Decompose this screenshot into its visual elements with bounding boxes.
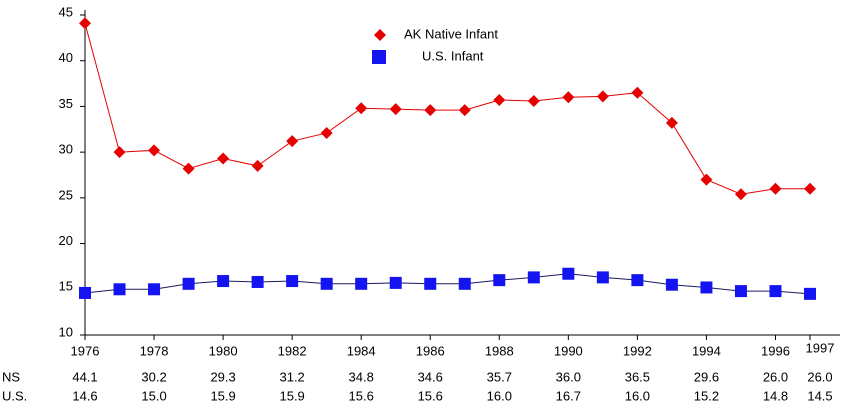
marker [734,285,747,298]
table-cell: 29.6 [694,369,719,384]
table-cell: 16.7 [556,388,581,403]
legend-marker [372,50,386,64]
marker [493,94,506,107]
marker [804,182,816,195]
legend-label: U.S. Infant [422,48,484,63]
x-tick-label: 1978 [140,343,169,358]
table-cell: 15.2 [694,388,719,403]
table-cell: 31.2 [279,369,304,384]
marker [148,283,161,296]
marker [631,274,644,287]
table-cell: 15.6 [418,388,443,403]
table-cell: 15.6 [349,388,374,403]
marker [320,126,333,139]
table-cell: 34.8 [349,369,374,384]
marker [355,277,368,290]
x-tick-label: 1980 [209,343,238,358]
marker [527,271,540,284]
marker [493,274,506,287]
x-tick-label: 1990 [554,343,583,358]
table-cell: 15.0 [141,388,166,403]
legend-marker [374,29,386,41]
table-cell: 14.5 [807,388,832,403]
series-line [84,23,810,195]
x-tick-label: 1982 [278,343,307,358]
x-tick-label: 1992 [623,343,652,358]
y-tick-label: 30 [59,142,73,157]
table-cell: 26.0 [807,369,832,384]
y-tick-label: 15 [59,279,73,294]
marker [320,277,333,290]
marker [355,102,368,115]
marker [389,103,402,116]
table-cell: 44.1 [72,369,97,384]
marker [79,286,91,299]
x-tick-label: 1997 [806,340,835,355]
marker [389,276,402,289]
marker [527,94,540,107]
marker [562,267,575,280]
marker [251,159,264,172]
marker [700,173,713,186]
marker [217,275,230,288]
table-cell: 15.9 [210,388,235,403]
marker [424,277,437,290]
x-tick-label: 1976 [71,343,100,358]
x-tick-label: 1994 [692,343,721,358]
marker [182,277,195,290]
marker [769,285,782,298]
x-tick-label: 1996 [761,343,790,358]
marker [631,86,644,99]
marker [562,91,575,104]
marker [665,278,678,291]
marker [286,275,299,288]
marker [458,277,471,290]
table-cell: 34.6 [418,369,443,384]
marker [596,90,609,103]
marker [700,281,713,294]
y-tick-label: 40 [59,50,73,65]
x-tick-label: 1984 [347,343,376,358]
series-line [84,273,811,295]
table-cell: 29.3 [210,369,235,384]
marker [113,146,126,159]
table-cell: 36.0 [556,369,581,384]
marker [113,283,126,296]
marker [458,104,471,117]
y-tick-label: 20 [59,233,73,248]
marker [217,152,230,165]
table-cell: 26.0 [763,369,788,384]
marker [286,135,299,148]
legend-label: AK Native Infant [404,26,498,41]
marker [596,271,609,284]
table-cell: 35.7 [487,369,512,384]
table-cell: 16.0 [487,388,512,403]
table-row-label: NS [2,369,20,384]
x-tick-label: 1986 [416,343,445,358]
marker [251,275,264,288]
table-cell: 14.6 [72,388,97,403]
table-cell: 30.2 [141,369,166,384]
marker [734,188,747,201]
y-tick-label: 10 [59,324,73,339]
table-row-label: U.S. [2,388,27,403]
marker [665,116,678,129]
marker [148,144,161,157]
marker [804,287,816,300]
marker [424,104,437,117]
marker [79,17,91,30]
table-cell: 16.0 [625,388,650,403]
marker [769,182,782,195]
table-cell: 15.9 [279,388,304,403]
table-cell: 14.8 [763,388,788,403]
table-cell: 36.5 [625,369,650,384]
y-tick-label: 35 [59,96,73,111]
y-tick-label: 25 [59,187,73,202]
x-tick-label: 1988 [485,343,514,358]
marker [182,162,195,175]
y-tick-label: 45 [59,4,73,19]
